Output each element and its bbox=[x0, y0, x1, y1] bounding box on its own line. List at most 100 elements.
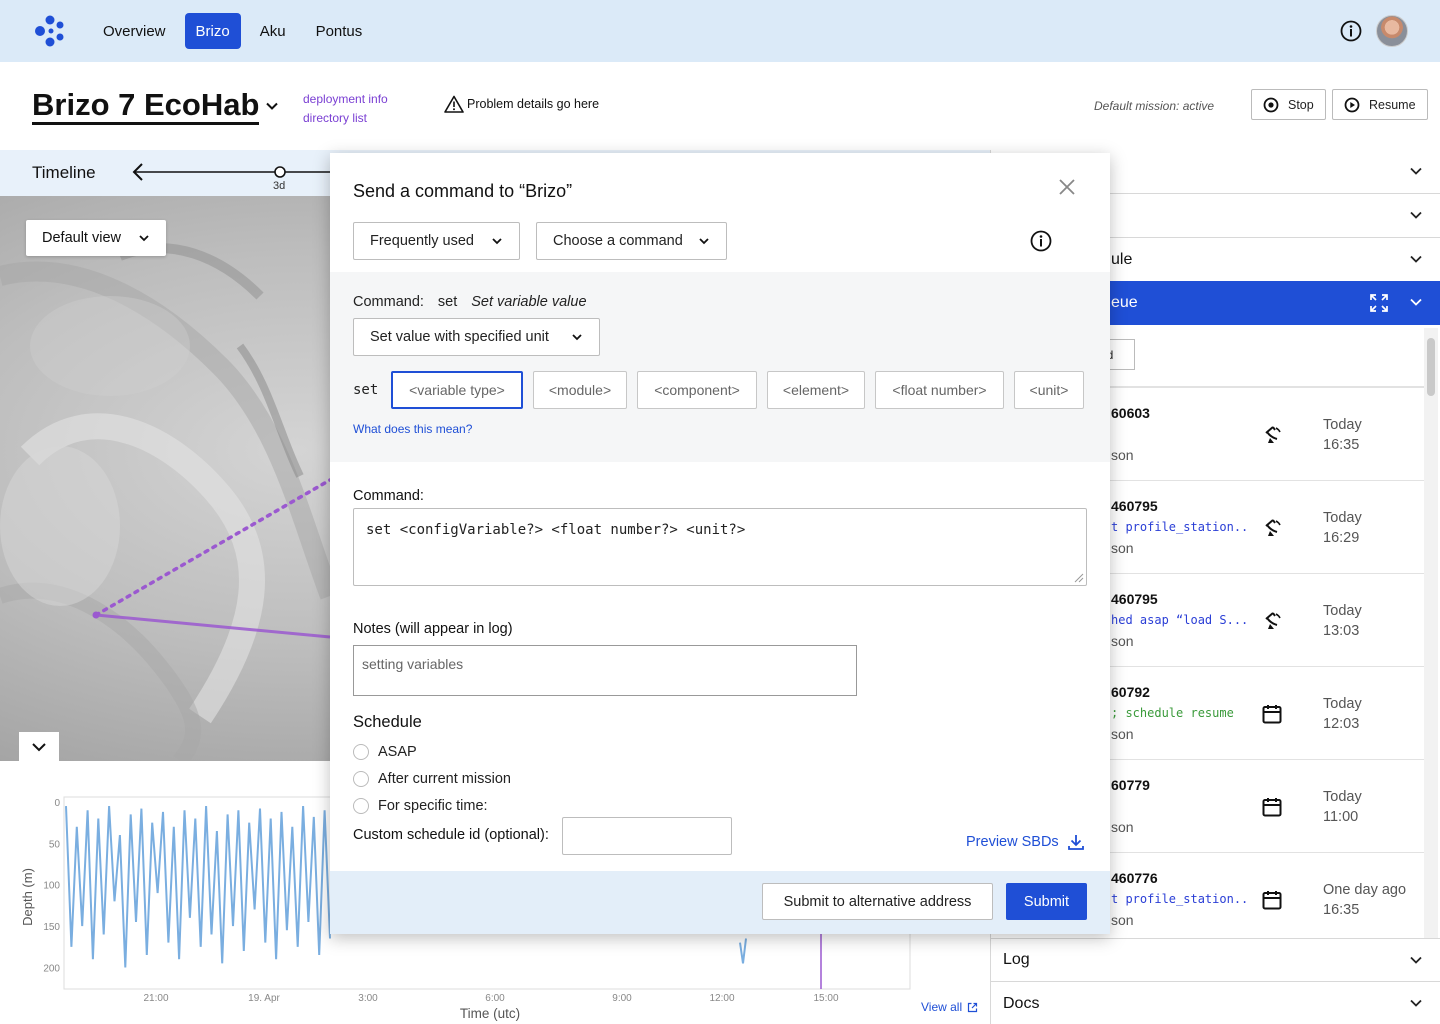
queue-item-clock: 13:03 bbox=[1323, 623, 1360, 639]
frequently-used-dropdown[interactable]: Frequently used bbox=[353, 222, 520, 260]
choose-command-dropdown[interactable]: Choose a command bbox=[536, 222, 727, 260]
nav-item-overview[interactable]: Overview bbox=[103, 22, 166, 40]
queue-title: eue bbox=[1111, 294, 1138, 311]
chevron-down-icon[interactable] bbox=[264, 98, 280, 114]
timeline-tick-label: 3d bbox=[273, 180, 286, 192]
stop-label: Stop bbox=[1288, 97, 1314, 112]
queue-item-time: Today 16:29 bbox=[1323, 508, 1362, 548]
timeline-slider[interactable] bbox=[130, 160, 330, 194]
accordion-item-log[interactable]: Log bbox=[991, 938, 1440, 982]
schedule-option-label: ASAP bbox=[378, 744, 417, 760]
command-variant-label: Set value with specified unit bbox=[370, 329, 549, 345]
preview-sbds-link[interactable]: Preview SBDs bbox=[966, 833, 1085, 851]
deployment-header: Brizo 7 EcoHab deployment info directory… bbox=[0, 62, 1440, 150]
map-view-select[interactable]: Default view bbox=[26, 220, 166, 256]
schedule-option-after-mission[interactable]: After current mission bbox=[353, 771, 511, 787]
download-icon bbox=[1067, 835, 1084, 850]
token-float-number[interactable]: <float number> bbox=[875, 371, 1004, 409]
queue-item[interactable]: 460795 t profile_station... son Today 16:29 bbox=[991, 480, 1425, 573]
info-icon[interactable] bbox=[1030, 230, 1052, 252]
x-tick-label: 9:00 bbox=[612, 993, 632, 1004]
queue-item[interactable]: 60603 son Today 16:35 bbox=[991, 387, 1425, 480]
y-tick-label: 50 bbox=[49, 839, 61, 850]
queue-item-time: Today 11:00 bbox=[1323, 787, 1362, 827]
satellite-icon bbox=[1265, 612, 1281, 629]
queue-item-user: son bbox=[1111, 912, 1134, 928]
queue-scrollbar[interactable] bbox=[1424, 328, 1438, 938]
accordion-item-1[interactable] bbox=[991, 150, 1440, 194]
notes-input[interactable]: setting variables bbox=[353, 645, 857, 696]
radio-button[interactable] bbox=[353, 744, 369, 760]
command-textarea[interactable]: set <configVariable?> <float number?> <u… bbox=[353, 508, 1087, 586]
queue-item[interactable]: 60779 son Today 11:00 bbox=[991, 759, 1425, 852]
custom-id-input[interactable] bbox=[562, 817, 732, 855]
log-label: Log bbox=[1003, 951, 1030, 968]
expand-icon[interactable] bbox=[1369, 293, 1389, 313]
queue-list: 60603 son Today 16:35 460795 t profile_statio… bbox=[991, 387, 1440, 939]
queue-item-user: son bbox=[1111, 540, 1134, 556]
y-tick-label: 200 bbox=[43, 963, 60, 974]
chevron-down-icon bbox=[1410, 167, 1422, 175]
schedule-option-label: After current mission bbox=[378, 771, 511, 787]
close-icon[interactable] bbox=[1058, 178, 1076, 196]
radio-button[interactable] bbox=[353, 771, 369, 787]
play-icon bbox=[1344, 97, 1360, 112]
chevron-down-icon bbox=[699, 238, 709, 245]
app-logo-icon[interactable] bbox=[32, 14, 68, 48]
submit-button[interactable]: Submit bbox=[1006, 883, 1087, 920]
queue-item-time: Today 12:03 bbox=[1323, 694, 1362, 734]
default-mission-status: Default mission: active bbox=[1094, 99, 1215, 113]
queue-item-clock: 16:35 bbox=[1323, 902, 1360, 918]
calendar-icon bbox=[1262, 891, 1282, 910]
token-unit[interactable]: <unit> bbox=[1014, 371, 1084, 409]
nav-item-pontus[interactable]: Pontus bbox=[315, 22, 363, 40]
token-element[interactable]: <element> bbox=[767, 371, 865, 409]
schedule-option-asap[interactable]: ASAP bbox=[353, 744, 417, 760]
queue-item[interactable]: 60792 ; schedule resume son Today 12:03 bbox=[991, 666, 1425, 759]
what-does-this-mean-link[interactable]: What does this mean? bbox=[353, 422, 473, 436]
directory-list-link[interactable]: directory list bbox=[303, 111, 368, 125]
command-description: Set variable value bbox=[471, 294, 587, 310]
x-tick-label: 21:00 bbox=[143, 993, 168, 1004]
submit-alternative-button[interactable]: Submit to alternative address bbox=[762, 883, 993, 920]
radio-button[interactable] bbox=[353, 798, 369, 814]
stop-icon bbox=[1263, 97, 1279, 112]
scrollbar-thumb[interactable] bbox=[1427, 338, 1435, 396]
queue-item[interactable]: 460776 t profile_station... son One day ago… bbox=[991, 852, 1425, 939]
token-variable-type[interactable]: <variable type> bbox=[391, 371, 523, 409]
command-variant-dropdown[interactable]: Set value with specified unit bbox=[353, 318, 600, 356]
deployment-title[interactable]: Brizo 7 EcoHab bbox=[32, 88, 260, 125]
resize-handle-icon[interactable] bbox=[1074, 573, 1084, 583]
info-icon[interactable] bbox=[1340, 20, 1362, 42]
x-tick-label: 6:00 bbox=[485, 993, 505, 1004]
divider bbox=[991, 386, 1425, 387]
y-tick-label: 0 bbox=[54, 798, 60, 809]
x-tick-label: 15:00 bbox=[813, 993, 838, 1004]
deployment-info-link[interactable]: deployment info bbox=[303, 92, 388, 106]
nav-item-brizo[interactable]: Brizo bbox=[184, 13, 241, 49]
schedule-option-specific-time[interactable]: For specific time: bbox=[353, 798, 488, 814]
resume-button[interactable]: Resume bbox=[1332, 89, 1428, 120]
queue-item-clock: 16:35 bbox=[1323, 437, 1360, 453]
chevron-down-icon bbox=[492, 238, 502, 245]
queue-item-command: hed asap “load S... bbox=[1111, 613, 1249, 627]
queue-item-day: Today bbox=[1323, 510, 1362, 526]
stop-button[interactable]: Stop bbox=[1251, 89, 1326, 120]
problem-notice[interactable]: Problem details go here bbox=[444, 95, 599, 113]
y-tick-label: 150 bbox=[43, 922, 60, 933]
set-keyword: set bbox=[353, 382, 379, 398]
view-all-link[interactable]: View all bbox=[921, 1000, 978, 1014]
y-tick-label: 100 bbox=[43, 881, 60, 892]
queue-item[interactable]: 460795 hed asap “load S... son Today 13:03 bbox=[991, 573, 1425, 666]
accordion-item-2[interactable] bbox=[991, 194, 1440, 238]
map-collapse-button[interactable] bbox=[19, 732, 59, 761]
custom-id-label: Custom schedule id (optional): bbox=[353, 827, 549, 843]
chevron-down-icon bbox=[139, 235, 149, 242]
token-module[interactable]: <module> bbox=[533, 371, 627, 409]
nav-item-aku[interactable]: Aku bbox=[259, 22, 286, 40]
accordion-item-docs[interactable]: Docs bbox=[991, 982, 1440, 1024]
queue-item-user: son bbox=[1111, 447, 1134, 463]
user-avatar[interactable] bbox=[1376, 15, 1408, 47]
token-component[interactable]: <component> bbox=[637, 371, 757, 409]
command-text-label: Command: bbox=[353, 488, 424, 504]
